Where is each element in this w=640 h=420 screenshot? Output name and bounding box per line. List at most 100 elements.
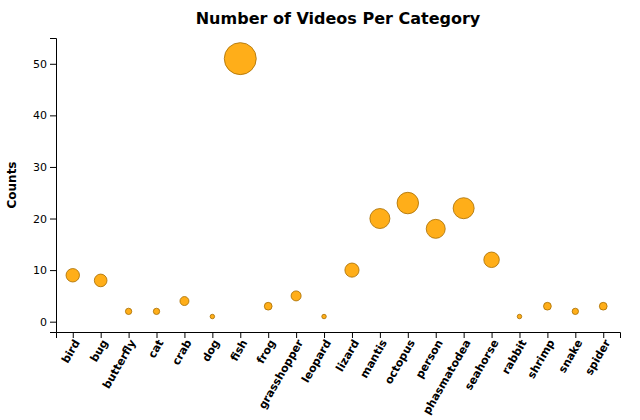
y-tick-label: 50	[33, 58, 47, 71]
bubble	[370, 209, 390, 229]
bubble	[66, 269, 79, 282]
x-tick: grasshopper	[256, 332, 306, 411]
x-tick-mark	[547, 332, 548, 338]
bubble	[94, 274, 107, 287]
x-tick-label: bird	[59, 337, 83, 365]
bubble	[484, 252, 500, 268]
x-tick-mark	[436, 332, 437, 338]
x-tick: rabbit	[499, 332, 529, 376]
x-tick-label: butterfly	[100, 337, 138, 391]
y-tick-label: 0	[40, 316, 47, 329]
x-tick-label: frog	[254, 337, 278, 366]
y-tick-label: 30	[33, 161, 47, 174]
y-tick-mark	[50, 322, 56, 323]
x-tick: seahorse	[462, 332, 501, 393]
x-tick-mark	[73, 332, 74, 338]
x-tick-label: phasmatodea	[420, 337, 473, 416]
x-tick-mark	[129, 332, 130, 338]
y-axis-title: Counts	[5, 161, 19, 208]
x-tick-mark	[464, 332, 465, 338]
x-tick-mark	[268, 332, 269, 338]
x-tick-mark	[324, 332, 325, 338]
x-tick-label: cat	[146, 337, 167, 360]
x-tick: leopard	[299, 332, 334, 385]
bubble	[322, 314, 326, 318]
x-tick: bug	[88, 332, 111, 364]
x-tick-label: shrimp	[525, 337, 558, 381]
x-tick: butterfly	[100, 332, 138, 391]
x-tick-label: rabbit	[499, 337, 529, 376]
bubble	[291, 291, 301, 301]
x-tick: fish	[228, 332, 251, 363]
x-tick-mark	[184, 332, 185, 338]
y-tick-mark	[50, 64, 56, 65]
bubble	[345, 263, 359, 277]
x-tick-mark	[101, 332, 102, 338]
bubble	[125, 308, 131, 314]
x-tick-label: grasshopper	[256, 337, 306, 411]
bubble	[153, 308, 159, 314]
y-tick: 50	[33, 58, 56, 71]
x-tick: phasmatodea	[420, 332, 473, 417]
y-tick-mark	[50, 219, 56, 220]
bubble	[453, 198, 474, 219]
x-tick: snake	[556, 332, 585, 375]
x-tick-label: bug	[88, 337, 111, 364]
x-tick-label: dog	[199, 337, 222, 364]
x-tick-label: spider	[583, 337, 614, 378]
bubble	[426, 219, 445, 238]
x-tick-label: crab	[170, 337, 195, 367]
y-tick: 0	[40, 316, 56, 329]
x-tick-mark	[492, 332, 493, 338]
bubble	[397, 192, 418, 213]
y-tick-label: 10	[33, 264, 47, 277]
x-tick: dog	[199, 332, 222, 364]
x-tick: cat	[146, 332, 167, 360]
x-tick: octopus	[382, 332, 418, 386]
bubble	[264, 302, 272, 310]
y-axis-line	[50, 39, 57, 333]
bubble	[210, 314, 214, 318]
y-tick-mark	[50, 115, 56, 116]
y-tick-label: 20	[33, 213, 47, 226]
bubble	[599, 302, 607, 310]
x-tick: spider	[583, 332, 614, 378]
x-axis-line	[57, 333, 621, 339]
plot: birdbugbutterfly catcrabdogfishfroggrassh…	[33, 39, 621, 417]
x-axis: birdbugbutterfly catcrabdogfishfroggrassh…	[57, 332, 621, 417]
x-tick-mark	[157, 332, 158, 338]
bubble	[544, 302, 552, 310]
x-tick-label: snake	[556, 337, 585, 375]
y-tick-mark	[50, 270, 56, 271]
y-tick: 30	[33, 161, 56, 174]
x-tick: lizard	[333, 332, 362, 374]
y-tick-mark	[50, 167, 56, 168]
x-tick-mark	[240, 332, 241, 338]
x-tick-label: lizard	[333, 337, 362, 374]
chart: birdbugbutterfly catcrabdogfishfroggrassh…	[0, 0, 640, 420]
x-tick: bird	[59, 332, 83, 365]
x-tick-mark	[519, 332, 520, 338]
x-tick: frog	[254, 332, 278, 366]
y-tick: 40	[33, 109, 56, 122]
y-axis: 0 10 20 30 40 50	[33, 39, 57, 333]
bubble	[572, 308, 578, 314]
x-tick: crab	[170, 332, 195, 367]
y-tick: 10	[33, 264, 56, 277]
y-tick-label: 40	[33, 109, 47, 122]
bubble	[180, 297, 189, 306]
x-tick-label: octopus	[382, 337, 418, 386]
bubble	[517, 314, 521, 318]
bubbles	[66, 43, 607, 319]
x-tick-label: fish	[228, 337, 251, 363]
x-tick: shrimp	[525, 332, 558, 381]
x-tick-label: leopard	[299, 337, 334, 385]
x-tick-mark	[408, 332, 409, 338]
x-tick-mark	[575, 332, 576, 338]
x-tick-mark	[212, 332, 213, 338]
x-tick-mark	[380, 332, 381, 338]
x-tick-mark	[603, 332, 604, 338]
y-tick: 20	[33, 213, 56, 226]
bubble	[224, 43, 256, 75]
x-tick-label: seahorse	[462, 337, 501, 392]
